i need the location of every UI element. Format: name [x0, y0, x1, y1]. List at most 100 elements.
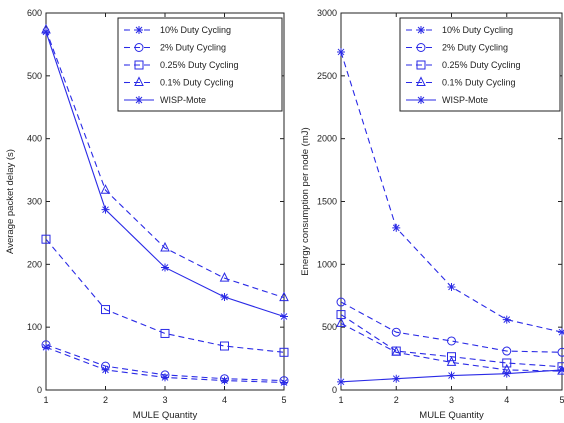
- y-axis-label: Energy consumption per node (mJ): [300, 127, 311, 275]
- y-tick-label: 0: [37, 385, 42, 395]
- x-tick-label: 1: [338, 395, 343, 405]
- chart-panel-2: 1 2 3 4 5 0 500 1000 1500 2000 2500 3000 MULE Quanti…: [300, 8, 564, 421]
- legend-label: WISP-Mote: [160, 95, 206, 105]
- legend-marker-star: [135, 26, 143, 34]
- y-tick-label: 100: [27, 322, 42, 332]
- x-tick-label: 5: [559, 395, 564, 405]
- x-tick-label: 4: [504, 395, 509, 405]
- series-line: [340, 314, 563, 368]
- y-tick-label: 2500: [317, 71, 337, 81]
- data-point-circle: [557, 347, 564, 357]
- series-wisp-mote: [337, 365, 564, 386]
- series-wisp-mote: [42, 27, 288, 321]
- y-tick-label: 500: [322, 322, 337, 332]
- data-point-triangle: [219, 272, 230, 282]
- y-tick-label: 200: [27, 259, 42, 269]
- data-point-circle: [502, 346, 512, 356]
- data-point-star: [101, 205, 110, 214]
- series-line: [45, 238, 285, 353]
- data-point-star: [161, 373, 169, 382]
- y-tick-label: 500: [27, 71, 42, 81]
- data-point-circle: [447, 336, 456, 346]
- data-point-circle: [41, 340, 51, 350]
- x-tick-label: 5: [281, 395, 286, 405]
- data-point-star: [42, 27, 50, 36]
- data-point-star: [558, 328, 564, 337]
- data-point-square: [220, 341, 229, 351]
- legend-label: 10% Duty Cycling: [442, 25, 513, 35]
- y-tick-label: 600: [27, 8, 42, 18]
- chart-panel-1: 1 2 3 4 5 0 100 200 300 400 500 600 MULE Quantity Ave…: [5, 8, 289, 421]
- legend-label: WISP-Mote: [442, 95, 488, 105]
- legend-marker-star: [417, 96, 425, 104]
- data-point-square: [502, 358, 512, 368]
- legend-label: 10% Duty Cycling: [160, 25, 231, 35]
- data-point-triangle: [160, 241, 170, 252]
- x-tick-label: 1: [43, 395, 48, 405]
- data-point-triangle: [279, 291, 289, 302]
- data-point-circle: [391, 327, 401, 337]
- data-point-star: [502, 315, 511, 324]
- series-line: [340, 322, 563, 372]
- series-0-1-duty-cycling: [336, 317, 564, 375]
- y-tick-label: 0: [332, 385, 337, 395]
- legend-label: 0.1% Duty Cycling: [160, 78, 234, 88]
- data-point-triangle: [446, 356, 457, 366]
- y-tick-label: 1000: [317, 259, 337, 269]
- data-point-circle: [279, 376, 289, 386]
- series-2-duty-cycling: [41, 340, 289, 386]
- series-0-1-duty-cycling: [41, 23, 289, 302]
- legend-marker-circle: [134, 43, 144, 52]
- data-point-circle: [101, 361, 110, 371]
- data-point-square: [101, 305, 110, 315]
- legend-marker-triangle: [416, 76, 426, 86]
- legend-marker-square: [416, 60, 426, 70]
- legend-marker-circle: [416, 43, 426, 52]
- legend-marker-triangle: [134, 76, 144, 86]
- legend-marker-star: [135, 96, 143, 104]
- data-point-circle: [220, 374, 229, 384]
- legend-label: 0.1% Duty Cycling: [442, 78, 516, 88]
- data-point-triangle: [336, 317, 346, 327]
- x-axis-label: MULE Quantity: [133, 410, 198, 421]
- x-tick-label: 4: [222, 395, 227, 405]
- data-point-square: [447, 352, 456, 362]
- legend: 10% Duty Cycling 2% Duty Cycling 0.25% Dut…: [399, 17, 561, 112]
- data-point-square: [41, 234, 51, 244]
- data-point-star: [392, 223, 401, 232]
- legend-label: 0.25% Duty Cycling: [160, 60, 239, 70]
- series-line: [45, 29, 285, 299]
- x-tick-label: 2: [103, 395, 108, 405]
- series-10-duty-cycling: [337, 47, 564, 337]
- data-point-star: [220, 293, 229, 302]
- legend: 10% Duty Cycling 2% Duty Cycling 0.25% Dut…: [117, 17, 283, 112]
- x-tick-label: 2: [394, 395, 399, 405]
- legend-label: 2% Duty Cycling: [442, 43, 508, 53]
- data-point-star: [161, 263, 169, 272]
- series-line: [340, 301, 563, 353]
- data-point-star: [280, 378, 288, 387]
- y-tick-label: 400: [27, 134, 42, 144]
- data-point-star: [337, 47, 345, 56]
- data-point-star: [392, 374, 401, 383]
- y-axis-label: Average packet delay (s): [5, 149, 16, 254]
- series-2-duty-cycling: [336, 297, 564, 357]
- legend-label: 0.25% Duty Cycling: [442, 60, 521, 70]
- y-tick-label: 1500: [317, 197, 337, 207]
- data-point-star: [280, 312, 288, 321]
- data-point-star: [42, 343, 50, 352]
- data-point-star: [447, 282, 456, 291]
- data-point-star: [558, 365, 564, 374]
- series-0-25-duty-cycling: [41, 234, 289, 357]
- x-tick-label: 3: [449, 395, 454, 405]
- y-tick-label: 2000: [317, 134, 337, 144]
- y-tick-label: 3000: [317, 8, 337, 18]
- x-tick-label: 3: [162, 395, 167, 405]
- series-line: [45, 344, 285, 382]
- x-axis-label: MULE Quantity: [419, 410, 484, 421]
- data-point-circle: [336, 297, 346, 307]
- legend-label: 2% Duty Cycling: [160, 43, 226, 53]
- data-point-triangle: [391, 346, 402, 356]
- data-point-star: [447, 371, 456, 380]
- data-point-star: [502, 369, 511, 378]
